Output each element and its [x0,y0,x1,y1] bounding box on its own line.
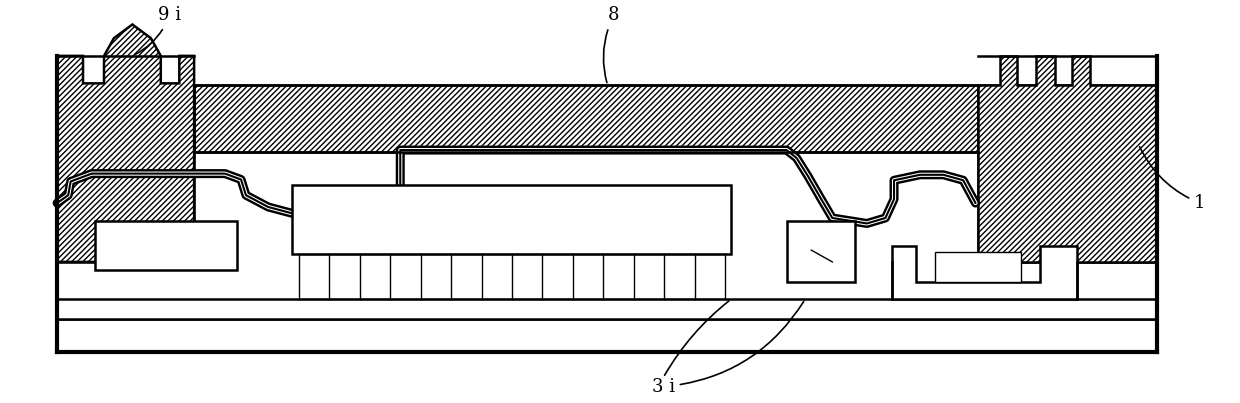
Polygon shape [892,246,1076,299]
Polygon shape [935,252,1022,282]
Polygon shape [978,85,1157,262]
Polygon shape [57,25,195,262]
Polygon shape [95,221,237,270]
Text: 3 i: 3 i [652,301,804,396]
Polygon shape [291,185,732,254]
Polygon shape [57,85,195,262]
Polygon shape [57,299,1157,319]
Text: 1: 1 [1140,147,1205,212]
Polygon shape [978,56,1157,262]
Text: 8: 8 [604,6,620,83]
Polygon shape [786,221,854,282]
Polygon shape [195,85,978,152]
Text: 9 i: 9 i [135,6,181,55]
Polygon shape [57,319,1157,352]
